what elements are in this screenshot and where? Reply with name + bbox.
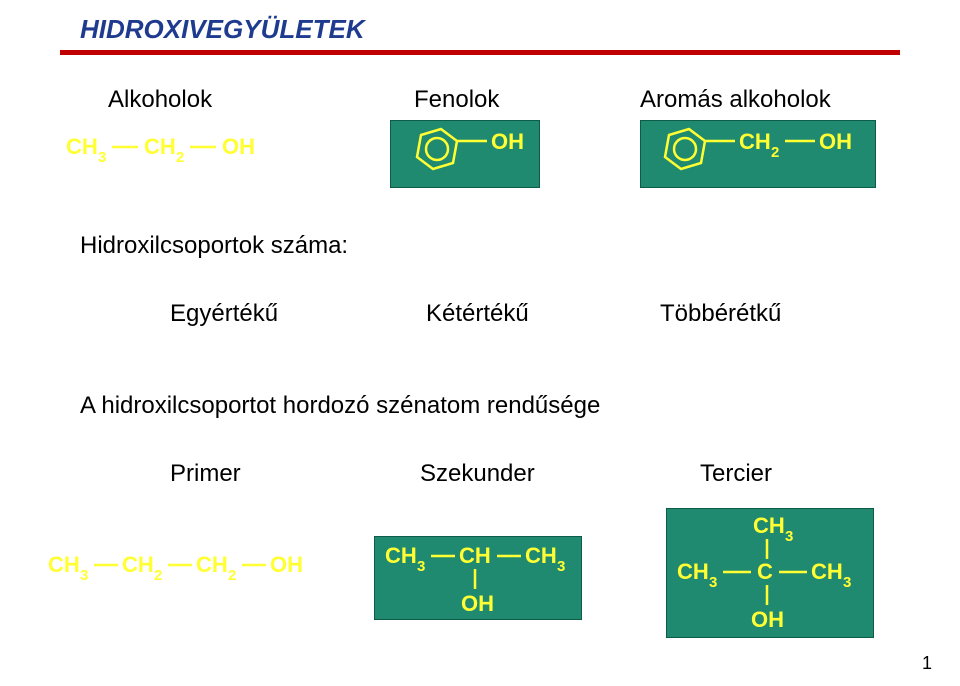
phenol-oh-label: OH (491, 129, 524, 154)
structure-tbutanol-box: CH 3 CH 3 C CH 3 OH (666, 508, 874, 638)
svg-text:CH: CH (385, 543, 417, 568)
svg-text:CH: CH (753, 513, 785, 538)
structure-isopropanol-box: CH 3 CH CH 3 OH (374, 536, 582, 620)
svg-text:OH: OH (270, 552, 303, 577)
page-number: 1 (922, 653, 932, 674)
svg-text:CH: CH (196, 552, 228, 577)
svg-text:CH: CH (459, 543, 491, 568)
svg-text:CH: CH (144, 134, 176, 159)
svg-text:CH: CH (122, 552, 154, 577)
title-underline (60, 50, 900, 55)
label-alcohols: Alkoholok (108, 86, 212, 114)
svg-text:2: 2 (176, 149, 184, 166)
structure-benzyl-box: CH 2 OH (640, 120, 876, 188)
svg-text:2: 2 (154, 567, 162, 584)
svg-text:2: 2 (228, 567, 236, 584)
svg-text:OH: OH (461, 591, 494, 616)
svg-text:CH: CH (66, 134, 98, 159)
label-mono: Egyértékű (170, 300, 278, 328)
svg-text:C: C (757, 559, 773, 584)
structure-phenol-box: OH (390, 120, 540, 188)
svg-text:3: 3 (80, 567, 88, 584)
structure-propanol: CH 3 CH 2 CH 2 OH (48, 546, 348, 586)
svg-text:3: 3 (417, 558, 425, 575)
structure-ethanol: CH 3 CH 2 OH (66, 128, 296, 168)
svg-text:CH: CH (677, 559, 709, 584)
label-carbon-order: A hidroxilcsoportot hordozó szénatom ren… (80, 392, 600, 420)
svg-text:2: 2 (771, 144, 779, 161)
svg-text:3: 3 (785, 528, 793, 545)
svg-text:3: 3 (557, 558, 565, 575)
svg-text:3: 3 (98, 149, 106, 166)
svg-text:OH: OH (222, 134, 255, 159)
svg-text:CH: CH (48, 552, 80, 577)
label-hydroxyl-count: Hidroxilcsoportok száma: (80, 232, 348, 260)
label-primary: Primer (170, 460, 241, 488)
svg-text:3: 3 (843, 574, 851, 591)
label-poly: Többérétkű (660, 300, 781, 328)
label-secondary: Szekunder (420, 460, 535, 488)
label-aromatic-alcohols: Aromás alkoholok (640, 86, 831, 114)
page-title: HIDROXIVEGYÜLETEK (80, 14, 365, 45)
svg-text:CH: CH (525, 543, 557, 568)
label-tertiary: Tercier (700, 460, 772, 488)
svg-text:OH: OH (819, 129, 852, 154)
svg-text:CH: CH (739, 129, 771, 154)
svg-text:3: 3 (709, 574, 717, 591)
svg-text:CH: CH (811, 559, 843, 584)
svg-text:OH: OH (751, 607, 784, 632)
label-di: Kétértékű (426, 300, 529, 328)
label-phenols: Fenolok (414, 86, 499, 114)
